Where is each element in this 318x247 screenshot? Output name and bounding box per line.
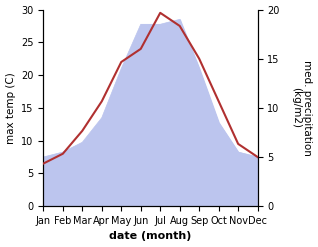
Y-axis label: max temp (C): max temp (C): [5, 72, 16, 144]
Y-axis label: med. precipitation
(kg/m2): med. precipitation (kg/m2): [291, 60, 313, 156]
X-axis label: date (month): date (month): [109, 231, 192, 242]
